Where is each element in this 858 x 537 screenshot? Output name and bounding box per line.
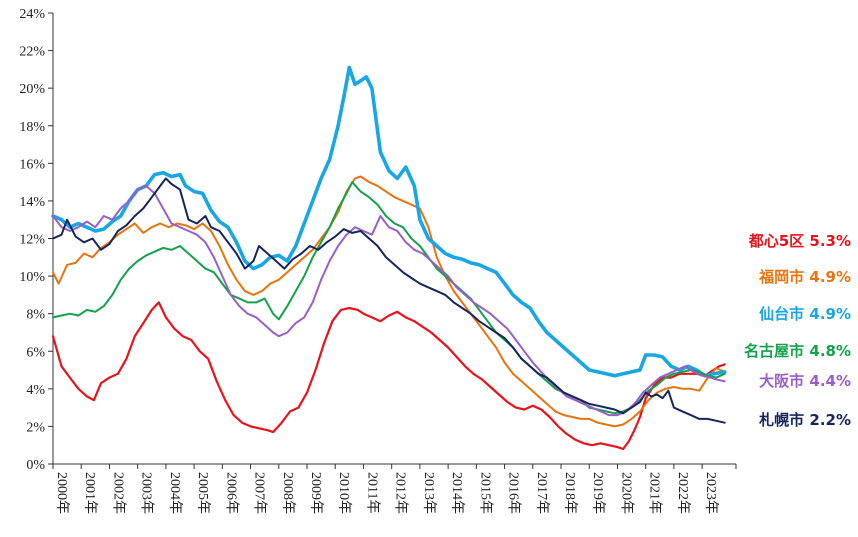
x-tick-label: 2016年 — [506, 472, 522, 514]
legend-series-value: 4.9% — [809, 268, 851, 286]
x-tick-label: 2011年 — [364, 472, 380, 513]
x-tick-label: 2006年 — [223, 472, 239, 514]
x-tick-label: 2021年 — [647, 472, 663, 514]
legend-series-name: 仙台市 — [759, 305, 804, 323]
x-tick-label: 2002年 — [110, 472, 126, 514]
y-tick-label: 20% — [19, 82, 45, 97]
legend-entry-1: 福岡市 4.9% — [758, 268, 851, 286]
x-tick-label: 2007年 — [252, 472, 268, 514]
series-line-5 — [52, 177, 726, 424]
x-tick-label: 2003年 — [139, 472, 155, 514]
y-tick-label: 14% — [19, 195, 45, 210]
x-tick-label: 2001年 — [82, 472, 98, 514]
series-line-3 — [52, 181, 726, 415]
x-tick-label: 2018年 — [562, 472, 578, 514]
y-axis: 0% 2% 4% 6% 8% 10% 12% 14% 16% 18% 20% 22% 24% — [19, 7, 54, 473]
legend-entry-3: 名古屋市 4.8% — [744, 342, 851, 360]
x-tick-label: 2014年 — [449, 472, 465, 514]
x-tick-label: 2023年 — [703, 472, 719, 514]
x-axis: 2000年 2001年 2002年 2003年 2004年 2005年 2006年 2007年… — [52, 463, 737, 514]
y-tick-label: 10% — [19, 270, 45, 285]
legend-entry-4: 大阪市 4.4% — [759, 372, 851, 390]
y-tick-label: 22% — [19, 45, 45, 60]
legend-series-name: 福岡市 — [758, 268, 804, 286]
legend-series-name: 名古屋市 — [744, 342, 804, 360]
legend: 都心5区 5.3%福岡市 4.9%仙台市 4.9%名古屋市 4.8%大阪市 4.… — [744, 232, 851, 429]
legend-series-name: 札幌市 — [758, 411, 804, 429]
legend-entry-5: 札幌市 2.2% — [758, 411, 851, 429]
legend-series-name: 都心5区 — [748, 232, 804, 250]
y-tick-label: 2% — [26, 420, 45, 435]
legend-entry-2: 仙台市 4.9% — [759, 305, 851, 323]
series-line-0 — [51, 301, 726, 451]
y-tick-label: 16% — [19, 157, 45, 172]
y-tick-label: 24% — [19, 7, 45, 22]
y-tick-label: 6% — [26, 345, 45, 360]
series-line-2 — [51, 65, 727, 378]
y-tick-label: 18% — [19, 120, 45, 135]
x-tick-label: 2020年 — [618, 472, 634, 514]
y-tick-label: 4% — [26, 383, 45, 398]
x-tick-label: 2013年 — [421, 472, 437, 514]
legend-series-value: 4.8% — [809, 342, 851, 360]
x-tick-label: 2017年 — [534, 472, 550, 514]
legend-entry-0: 都心5区 5.3% — [748, 232, 851, 250]
x-tick-label: 2005年 — [195, 472, 211, 514]
x-tick-label: 2012年 — [393, 472, 409, 514]
x-tick-label: 2008年 — [280, 472, 296, 514]
legend-series-value: 4.9% — [809, 305, 851, 323]
legend-series-value: 5.3% — [809, 232, 851, 250]
x-tick-label: 2019年 — [590, 472, 606, 514]
y-tick-label: 12% — [19, 233, 45, 248]
legend-series-value: 2.2% — [809, 411, 851, 429]
legend-series-name: 大阪市 — [759, 372, 804, 390]
x-tick-label: 2010年 — [336, 472, 352, 514]
legend-series-value: 4.4% — [809, 372, 851, 390]
x-tick-label: 2000年 — [54, 472, 70, 514]
series-line-4 — [52, 184, 726, 417]
x-tick-label: 2009年 — [308, 472, 324, 514]
y-tick-label: 0% — [26, 458, 45, 473]
x-tick-label: 2015年 — [477, 472, 493, 514]
y-tick-label: 8% — [26, 308, 45, 323]
x-tick-label: 2004年 — [167, 472, 183, 514]
series-line-1 — [52, 175, 726, 428]
series-lines — [51, 65, 727, 451]
x-tick-label: 2022年 — [675, 472, 691, 514]
